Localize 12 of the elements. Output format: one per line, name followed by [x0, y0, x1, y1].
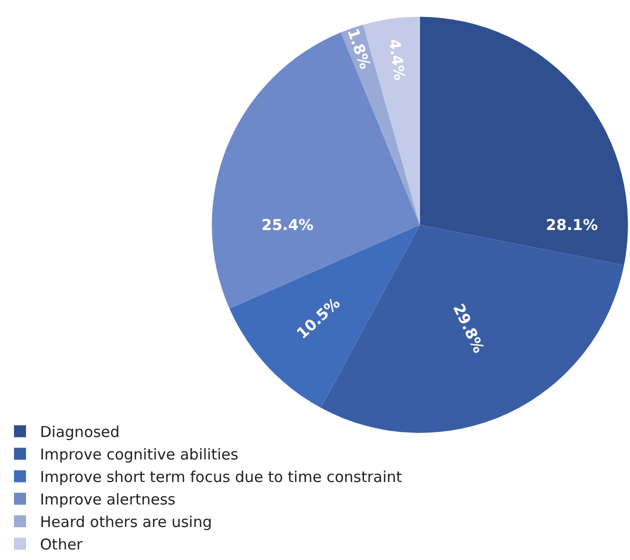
data-label: 1.8% — [344, 26, 374, 72]
legend-label: Improve short term focus due to time constraint — [40, 468, 402, 486]
data-label: 25.4% — [262, 216, 314, 234]
legend-label: Diagnosed — [40, 423, 120, 442]
data-label: 4.4% — [385, 38, 409, 82]
legend-label: Heard others are using — [40, 513, 212, 532]
legend-label: Improve alertness — [40, 490, 176, 509]
legend-label: Improve cognitive abilities — [40, 446, 238, 464]
legend-label: Other — [40, 536, 84, 554]
pie-slice — [340, 24, 420, 225]
pie-slice — [420, 16, 628, 266]
data-label: 28.1% — [546, 216, 598, 234]
